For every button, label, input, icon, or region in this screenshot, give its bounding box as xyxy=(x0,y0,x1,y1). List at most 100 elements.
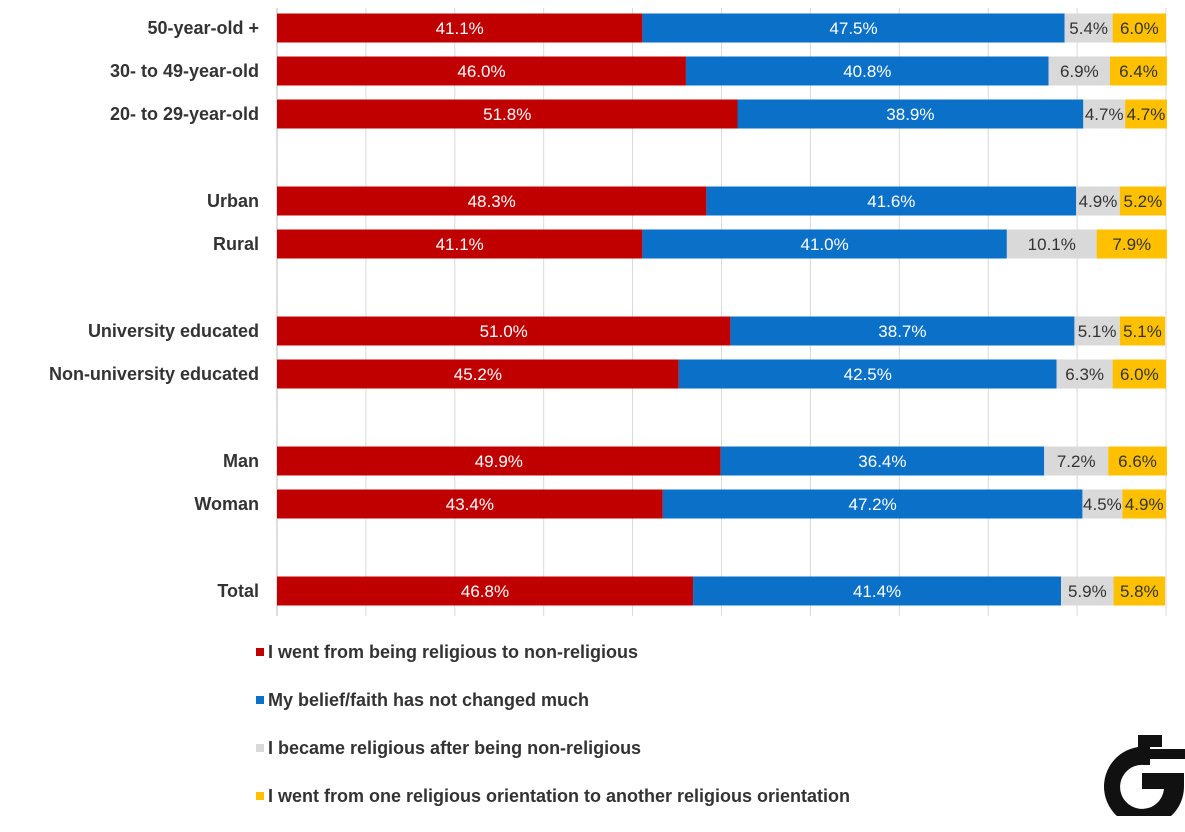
data-label: 5.1% xyxy=(1123,322,1162,341)
data-label: 4.9% xyxy=(1079,192,1118,211)
data-label: 47.2% xyxy=(849,495,897,514)
bar-segment xyxy=(1076,186,1120,216)
category-label: University educated xyxy=(88,321,259,341)
legend-swatch-red xyxy=(256,648,264,656)
data-label: 46.0% xyxy=(457,62,505,81)
data-label: 4.9% xyxy=(1125,495,1164,514)
data-label: 5.1% xyxy=(1078,322,1117,341)
bar-segment xyxy=(1122,489,1166,519)
data-label: 5.4% xyxy=(1069,19,1108,38)
bar-segment xyxy=(685,56,1049,86)
data-label: 41.6% xyxy=(867,192,915,211)
bar-segment xyxy=(642,229,1007,259)
bar-segment xyxy=(1096,229,1167,259)
legend-swatch-yellow xyxy=(256,792,264,800)
legend-item: I became religious after being non-relig… xyxy=(256,736,850,760)
data-label: 5.8% xyxy=(1120,582,1159,601)
bar-segment xyxy=(277,229,643,259)
bar-segment xyxy=(1125,99,1167,129)
category-label: 30- to 49-year-old xyxy=(110,61,259,81)
bars xyxy=(277,13,1167,606)
bar-segment xyxy=(662,489,1083,519)
data-label: 4.7% xyxy=(1127,105,1166,124)
legend-swatch-blue xyxy=(256,696,264,704)
category-label: Urban xyxy=(207,191,259,211)
bar-segment xyxy=(277,359,679,389)
bar-segment xyxy=(1064,13,1113,43)
bar-segment xyxy=(277,186,707,216)
g-logo-icon xyxy=(1104,735,1185,816)
data-label: 48.3% xyxy=(468,192,516,211)
legend-item: I went from being religious to non-relig… xyxy=(256,640,850,664)
data-label: 6.0% xyxy=(1120,365,1159,384)
data-label: 41.1% xyxy=(436,19,484,38)
bar-segment xyxy=(693,576,1062,606)
category-label: Non-university educated xyxy=(49,364,259,384)
legend-label: I went from being religious to non-relig… xyxy=(268,641,639,662)
bar-segment xyxy=(1112,13,1166,43)
data-label: 7.9% xyxy=(1112,235,1151,254)
bar-segment xyxy=(1119,186,1166,216)
data-label: 51.0% xyxy=(480,322,528,341)
legend-item: I went from one religious orientation to… xyxy=(256,784,850,808)
data-label: 43.4% xyxy=(446,495,494,514)
data-label: 40.8% xyxy=(843,62,891,81)
legend-item: My belief/faith has not changed much xyxy=(256,688,850,712)
data-label: 45.2% xyxy=(454,365,502,384)
bar-segment xyxy=(737,99,1084,129)
data-label: 51.8% xyxy=(483,105,531,124)
chart: 41.1% 47.5% 5.4% 6.0% 46.0% 40.8% 6.9% 6.4% 51.8… xyxy=(49,8,1167,616)
data-label: 49.9% xyxy=(475,452,523,471)
legend-label: I became religious after being non-relig… xyxy=(268,737,642,758)
data-label: 42.5% xyxy=(844,365,892,384)
bar-segment xyxy=(277,99,738,129)
bar-segment xyxy=(706,186,1077,216)
bar-segment xyxy=(1119,316,1166,346)
data-label: 5.2% xyxy=(1124,192,1163,211)
data-label: 36.4% xyxy=(858,452,906,471)
bar-segment xyxy=(1109,56,1167,86)
category-label: Rural xyxy=(213,234,259,254)
legend-label: My belief/faith has not changed much xyxy=(268,689,590,710)
bar-segment xyxy=(1113,576,1166,606)
bar-segment xyxy=(277,576,694,606)
bar-segment xyxy=(1044,446,1109,476)
bar-segment xyxy=(1056,359,1113,389)
category-labels: 50-year-old + 30- to 49-year-old 20- to 29… xyxy=(49,18,259,601)
data-label: 10.1% xyxy=(1028,235,1076,254)
legend-label: I went from one religious orientation to… xyxy=(268,785,851,806)
gridlines xyxy=(365,8,1167,616)
data-label: 6.6% xyxy=(1118,452,1157,471)
legend-swatch-gray xyxy=(256,744,264,752)
bar-segment xyxy=(277,446,721,476)
data-label: 6.4% xyxy=(1119,62,1158,81)
data-label: 41.0% xyxy=(801,235,849,254)
data-label: 38.7% xyxy=(878,322,926,341)
data-label: 4.7% xyxy=(1085,105,1124,124)
data-label: 46.8% xyxy=(461,582,509,601)
bar-segment xyxy=(1074,316,1120,346)
category-label: Woman xyxy=(194,494,259,514)
category-label: 50-year-old + xyxy=(147,18,259,38)
bar-segment xyxy=(720,446,1045,476)
bar-segment xyxy=(1006,229,1097,259)
bar-segment xyxy=(277,316,731,346)
data-label: 41.1% xyxy=(436,235,484,254)
bar-segment xyxy=(642,13,1065,43)
data-label: 41.4% xyxy=(853,582,901,601)
bar-segment xyxy=(1061,576,1114,606)
bar-segment xyxy=(1082,489,1123,519)
bar-segment xyxy=(730,316,1075,346)
category-label: Man xyxy=(223,451,259,471)
data-label: 4.5% xyxy=(1083,495,1122,514)
bar-segment xyxy=(1112,359,1166,389)
data-label: 47.5% xyxy=(829,19,877,38)
bar-segment xyxy=(277,56,686,86)
legend: I went from being religious to non-relig… xyxy=(256,640,850,832)
data-label: 38.9% xyxy=(886,105,934,124)
data-label: 5.9% xyxy=(1068,582,1107,601)
data-label: 6.0% xyxy=(1120,19,1159,38)
data-labels: 41.1% 47.5% 5.4% 6.0% 46.0% 40.8% 6.9% 6.4% 51.8… xyxy=(436,19,1166,601)
bar-segment xyxy=(277,13,643,43)
bar-segment xyxy=(277,489,663,519)
